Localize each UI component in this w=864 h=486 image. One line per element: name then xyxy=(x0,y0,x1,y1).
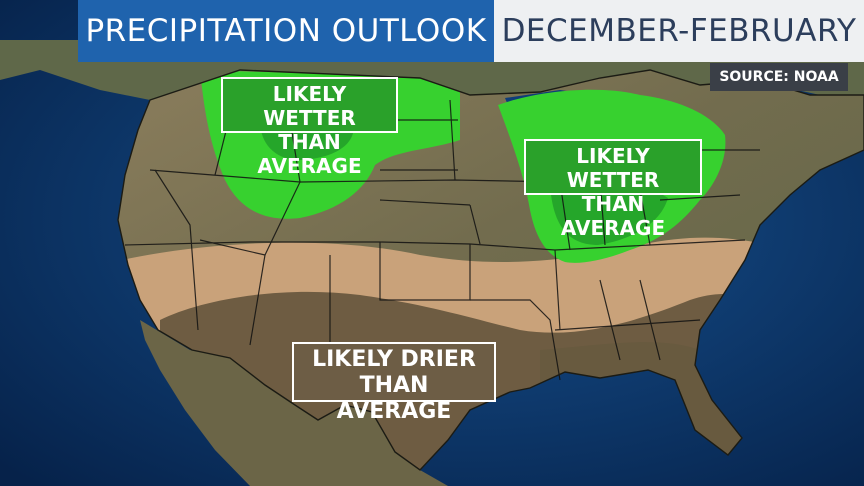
label-drier-south-line1: LIKELY DRIER xyxy=(312,347,476,372)
label-wetter-east-line1: LIKELY WETTER xyxy=(566,144,660,192)
wetter-east-core xyxy=(550,179,668,245)
label-drier-south-line2: THAN AVERAGE xyxy=(336,373,452,424)
land-mexico xyxy=(140,320,448,486)
label-drier-south: LIKELY DRIER THAN AVERAGE xyxy=(292,342,496,424)
label-wetter-east: LIKELY WETTER THAN AVERAGE xyxy=(524,139,702,240)
state-borders xyxy=(124,99,760,381)
label-wetter-east-line2: THAN AVERAGE xyxy=(560,192,666,240)
source-badge: SOURCE: NOAA xyxy=(710,63,848,91)
label-wetter-west: LIKELY WETTER THAN AVERAGE xyxy=(221,77,398,178)
outlook-period: DECEMBER-FEBRUARY xyxy=(494,0,864,62)
page-title: PRECIPITATION OUTLOOK xyxy=(78,0,494,62)
label-wetter-west-line1: LIKELY WETTER xyxy=(263,82,356,130)
label-wetter-west-line2: THAN AVERAGE xyxy=(257,130,362,178)
